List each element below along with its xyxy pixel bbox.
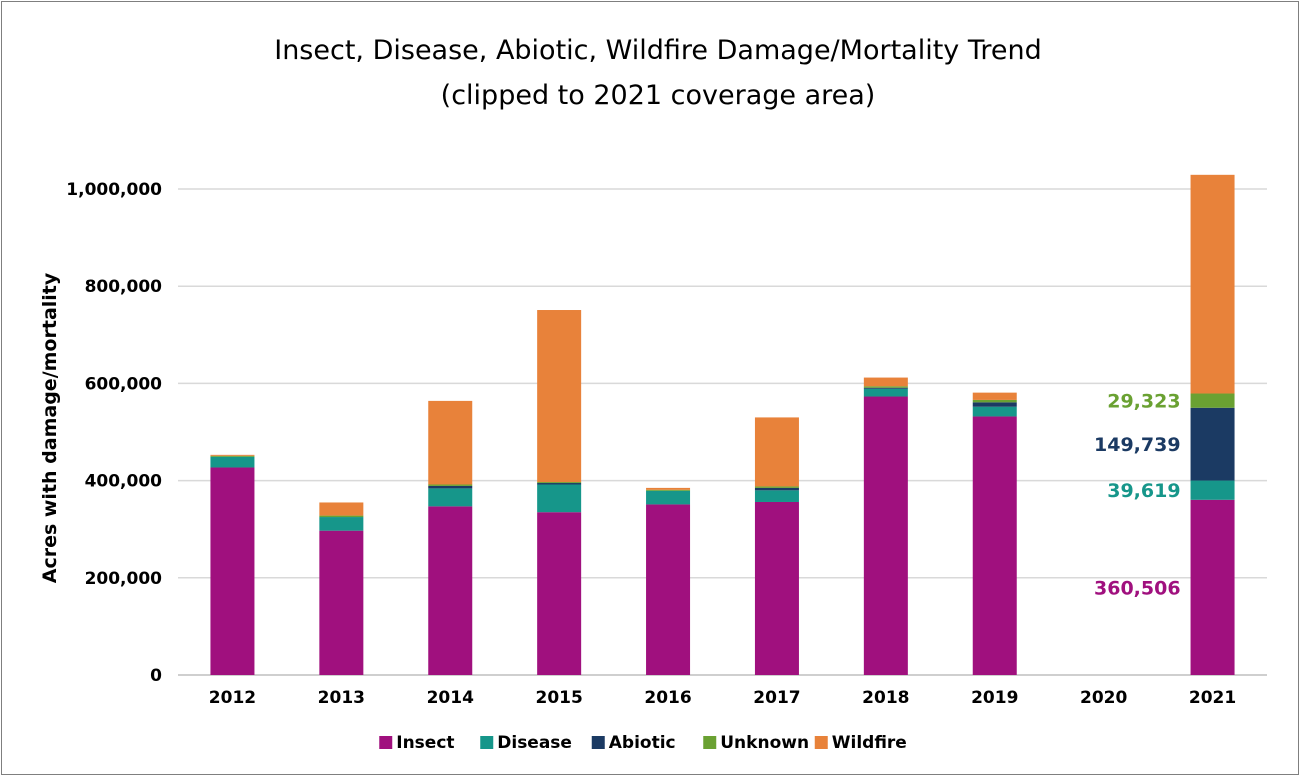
bar-segment-wildfire-2021 (1190, 174, 1235, 394)
bar-segment-disease-2013 (319, 517, 364, 531)
x-tick-label: 2013 (318, 688, 365, 708)
y-tick-label: 200,000 (85, 569, 163, 589)
x-tick-label: 2015 (535, 688, 582, 708)
legend-label-wildfire: Wildfire (832, 733, 907, 753)
legend-label-abiotic: Abiotic (609, 733, 676, 753)
bar-segment-abiotic-2015 (537, 483, 582, 485)
legend-swatch-unknown (703, 736, 717, 749)
bar-segment-wildfire-2012 (210, 454, 255, 456)
x-tick-label: 2017 (753, 688, 800, 708)
bar-segment-disease-2016 (646, 490, 691, 505)
bar-segment-unknown-2015 (537, 482, 582, 484)
chart-title-line2: (clipped to 2021 coverage area) (441, 80, 876, 111)
bar-segment-disease-2015 (537, 484, 582, 513)
legend-label-insect: Insect (396, 733, 454, 753)
bar-segment-disease-2014 (428, 488, 473, 507)
x-tick-label: 2012 (209, 688, 256, 708)
x-axis-ticks: 2012 2013 2014 2015 2016 2017 2018 2019 2020 2021 (209, 688, 1236, 708)
x-tick-label: 2014 (427, 688, 474, 708)
bar-segment-unknown-2014 (428, 484, 473, 486)
bar-segment-insect-2014 (428, 506, 473, 675)
y-tick-label: 0 (150, 666, 162, 686)
bar-segment-disease-2018 (863, 388, 908, 397)
data-label-abiotic: 149,739 (1094, 434, 1181, 456)
bar-segment-disease-2021 (1190, 480, 1235, 500)
bar-segment-unknown-2016 (646, 489, 691, 491)
bar-segment-insect-2017 (754, 501, 799, 675)
bar-segment-abiotic-2014 (428, 485, 473, 489)
bar-segment-wildfire-2019 (972, 392, 1017, 400)
legend-label-unknown: Unknown (720, 733, 809, 753)
bar-segment-wildfire-2013 (319, 502, 364, 516)
bar-segment-insect-2016 (646, 504, 691, 675)
bar-segment-wildfire-2017 (754, 417, 799, 487)
bar-segment-insect-2021 (1190, 499, 1235, 675)
bar-segment-wildfire-2018 (863, 377, 908, 387)
legend-swatch-insect (379, 736, 393, 749)
chart-title-line1: Insect, Disease, Abiotic, Wildfire Damag… (274, 35, 1042, 66)
bar-segment-abiotic-2018 (863, 387, 908, 389)
bar-segment-unknown-2012 (210, 455, 255, 457)
bar-segment-disease-2019 (972, 406, 1017, 417)
bar-segment-abiotic-2021 (1190, 407, 1235, 481)
y-tick-label: 400,000 (85, 472, 163, 492)
bar-segment-insect-2015 (537, 512, 582, 675)
x-tick-label: 2020 (1080, 688, 1127, 708)
x-tick-label: 2016 (644, 688, 691, 708)
bar-segment-insect-2019 (972, 416, 1017, 675)
bar-segment-disease-2017 (754, 490, 799, 502)
bar-segment-unknown-2019 (972, 399, 1017, 403)
data-label-disease: 39,619 (1107, 480, 1180, 502)
bar-segment-abiotic-2017 (754, 487, 799, 491)
bar-segment-insect-2012 (210, 467, 255, 675)
y-tick-label: 800,000 (85, 277, 163, 297)
bar-segment-wildfire-2014 (428, 400, 473, 485)
bar-segment-unknown-2013 (319, 515, 364, 518)
bar-segment-disease-2012 (210, 456, 255, 468)
bars (210, 174, 1235, 675)
y-tick-label: 1,000,000 (66, 180, 162, 200)
y-tick-label: 600,000 (85, 374, 163, 394)
bar-segment-wildfire-2015 (537, 310, 582, 483)
y-axis-label: Acres with damage/mortality (39, 272, 61, 583)
legend-swatch-disease (480, 736, 494, 749)
bar-segment-insect-2013 (319, 530, 364, 675)
x-tick-label: 2021 (1189, 688, 1236, 708)
y-axis-ticks: 0 200,000 400,000 600,000 800,000 1,000,000 (66, 180, 162, 686)
bar-segment-insect-2018 (863, 396, 908, 675)
legend: Insect Disease Abiotic Unknown Wildfire (379, 733, 907, 753)
bar-segment-unknown-2017 (754, 486, 799, 488)
data-labels: 29,323 149,739 39,619 360,506 (1094, 391, 1181, 600)
data-label-insect: 360,506 (1094, 577, 1181, 599)
legend-swatch-wildfire (814, 736, 828, 749)
legend-label-disease: Disease (497, 733, 572, 753)
bar-segment-wildfire-2016 (646, 487, 691, 490)
legend-swatch-abiotic (591, 736, 605, 749)
bar-segment-unknown-2021 (1190, 393, 1235, 408)
bar-segment-unknown-2018 (863, 386, 908, 388)
bar-segment-abiotic-2019 (972, 402, 1017, 407)
data-label-unknown: 29,323 (1107, 391, 1180, 413)
x-tick-label: 2018 (862, 688, 909, 708)
x-tick-label: 2019 (971, 688, 1018, 708)
